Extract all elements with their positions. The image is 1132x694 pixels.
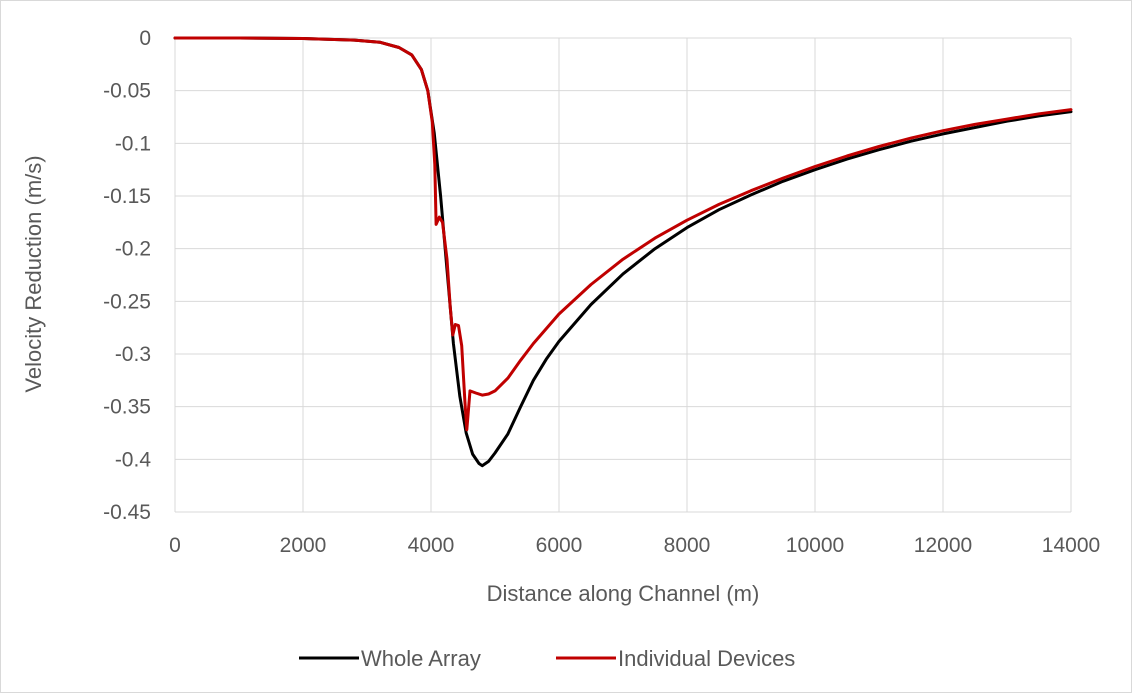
y-tick-label: -0.3	[115, 343, 151, 366]
x-tick-label: 2000	[280, 534, 327, 557]
series-line-whole-array	[173, 36, 1073, 468]
y-tick-label: -0.35	[103, 396, 151, 419]
x-tick-label: 10000	[786, 534, 844, 557]
y-tick-label: -0.25	[103, 290, 151, 313]
x-tick-label: 12000	[914, 534, 972, 557]
grid-layer	[174, 37, 1072, 513]
tick-label-layer: 0 -0.05 -0.1 -0.15 -0.2 -0.25 -0.3 -0.35 -0.4 -0.…	[103, 27, 1100, 557]
x-axis-title: Distance along Channel (m)	[487, 581, 760, 606]
y-tick-label: -0.15	[103, 185, 151, 208]
x-tick-label: 0	[169, 534, 181, 557]
y-tick-label: -0.1	[115, 132, 151, 155]
legend-label-individual-devices: Individual Devices	[618, 646, 795, 671]
series-line-individual-devices	[173, 36, 1073, 432]
y-tick-label: -0.45	[103, 501, 151, 524]
x-tick-label: 6000	[536, 534, 583, 557]
legend-label-whole-array: Whole Array	[361, 646, 481, 671]
x-tick-label: 4000	[408, 534, 455, 557]
y-axis-title: Velocity Reduction (m/s)	[21, 155, 46, 392]
y-tick-label: -0.4	[115, 448, 152, 471]
y-tick-label: 0	[139, 27, 151, 50]
y-tick-label: -0.05	[103, 80, 151, 103]
x-tick-label: 14000	[1042, 534, 1100, 557]
y-tick-label: -0.2	[115, 238, 151, 261]
series-layer	[173, 36, 1073, 468]
x-tick-label: 8000	[664, 534, 711, 557]
legend: Whole Array Individual Devices	[299, 646, 795, 671]
